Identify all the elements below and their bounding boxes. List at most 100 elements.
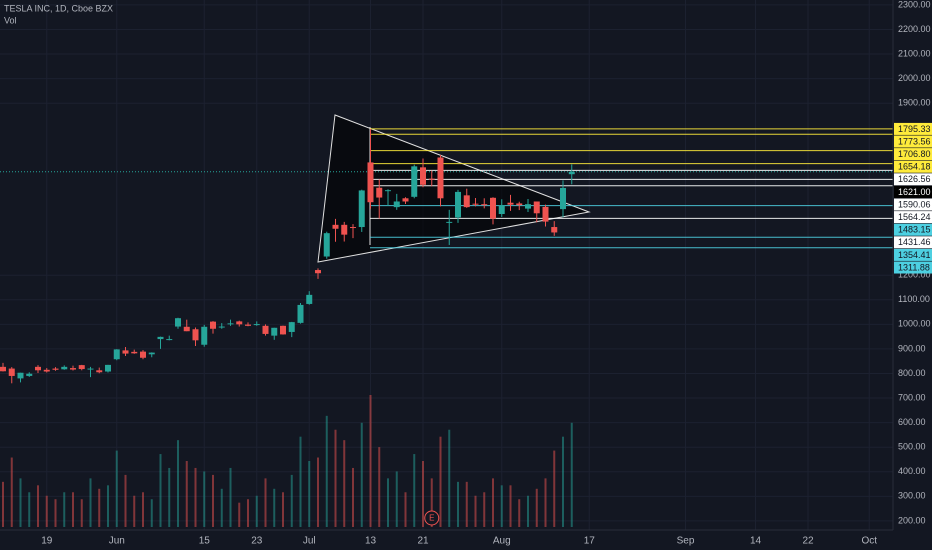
- volume-bar: [290, 474, 293, 527]
- price-label-bg: [894, 148, 932, 161]
- volume-bar: [212, 474, 214, 527]
- candle-body: [210, 321, 216, 329]
- y-tick-label: 2100.00: [898, 48, 931, 58]
- candle-body: [26, 373, 33, 376]
- volume-bar: [334, 429, 337, 527]
- volume-bar: [474, 495, 477, 527]
- volume-bar: [439, 436, 442, 527]
- candle-body: [78, 365, 85, 370]
- volume-bar: [247, 499, 249, 527]
- y-tick-label: 700.00: [898, 392, 926, 402]
- volume-bar: [133, 495, 136, 527]
- volume-bar: [395, 471, 398, 527]
- volume-bar: [89, 478, 92, 527]
- volume-bar: [378, 447, 381, 527]
- price-label: 1354.41: [898, 250, 931, 260]
- x-tick-label: 22: [802, 536, 814, 547]
- volume-bar: [2, 481, 4, 527]
- candle-body: [367, 162, 374, 203]
- volume-bar: [553, 450, 556, 527]
- candle-body: [245, 324, 251, 326]
- price-label-bg: [894, 223, 932, 236]
- price-label-bg: [894, 160, 932, 173]
- candle-body: [551, 227, 558, 233]
- candle-body: [218, 326, 225, 328]
- price-label: 1795.33: [898, 124, 931, 134]
- candle-body: [52, 368, 59, 370]
- candle-body: [455, 191, 461, 218]
- volume-bar: [430, 478, 433, 527]
- volume-bar: [299, 436, 302, 527]
- price-label: 1483.15: [898, 225, 931, 235]
- candle-body: [306, 294, 313, 304]
- candle-body: [420, 167, 426, 185]
- candle-body: [542, 206, 549, 222]
- candle-body: [96, 370, 103, 373]
- price-label-bg: [894, 185, 932, 198]
- y-tick-label: 2300.00: [898, 0, 931, 9]
- candle-body: [43, 369, 50, 372]
- candle-body: [568, 171, 575, 175]
- candle-body: [192, 329, 199, 341]
- price-label-bg: [894, 236, 932, 249]
- candle-body: [332, 224, 339, 229]
- x-tick-label: Jun: [109, 536, 125, 547]
- earnings-marker: [424, 510, 440, 526]
- candle-body: [175, 318, 181, 327]
- price-label: 1626.56: [898, 174, 931, 184]
- volume-bar: [98, 488, 101, 527]
- candle-body: [166, 339, 173, 341]
- volume-bar: [509, 485, 512, 527]
- candle-body: [280, 325, 286, 335]
- x-tick-label: 15: [199, 536, 211, 547]
- price-label-bg: [894, 173, 932, 186]
- y-tick-label: 200.00: [898, 515, 926, 525]
- candle-body: [113, 349, 120, 360]
- volume-bar: [465, 481, 468, 527]
- y-tick-label: 1200.00: [898, 270, 931, 280]
- volume-bar: [238, 502, 241, 527]
- candle-body: [507, 202, 514, 205]
- candle-body: [358, 190, 365, 228]
- volume-bar: [343, 440, 346, 527]
- price-label: 1773.56: [898, 136, 931, 146]
- candle-body: [61, 366, 68, 370]
- price-label-bg: [894, 248, 932, 261]
- volume-bar: [107, 485, 109, 527]
- y-tick-label: 1900.00: [898, 98, 931, 108]
- candle-body: [288, 322, 295, 332]
- volume-bar: [282, 492, 284, 527]
- x-tick-label: 13: [365, 536, 377, 547]
- candle-body: [490, 197, 496, 219]
- volume-bar: [422, 461, 424, 527]
- candle-body: [341, 224, 348, 235]
- y-tick-label: 500.00: [898, 442, 926, 452]
- candle-body: [428, 178, 435, 180]
- volume-bar: [37, 485, 39, 527]
- volume-bar: [203, 471, 206, 527]
- candle-body: [0, 366, 6, 372]
- x-tick-label: 14: [750, 536, 762, 547]
- volume-bar: [28, 492, 31, 527]
- candle-body: [446, 221, 453, 223]
- volume-bar: [562, 436, 564, 527]
- volume-bar: [483, 492, 486, 527]
- volume-bar: [255, 495, 258, 527]
- candle-body: [498, 205, 505, 215]
- y-tick-label: 300.00: [898, 491, 926, 501]
- volume-bar: [124, 474, 127, 527]
- volume-bar: [448, 429, 451, 527]
- price-label-bg: [894, 261, 932, 274]
- volume-bar: [360, 422, 363, 527]
- volume-bar: [544, 478, 547, 527]
- volume-bar: [194, 467, 197, 527]
- candle-body: [516, 203, 523, 206]
- volume-bar: [19, 478, 22, 527]
- candle-body: [525, 204, 531, 209]
- candle-body: [481, 204, 488, 206]
- volume-bar: [369, 395, 372, 527]
- volume-bar: [142, 492, 144, 527]
- earnings-label: E: [429, 514, 434, 523]
- candle-body: [297, 304, 304, 323]
